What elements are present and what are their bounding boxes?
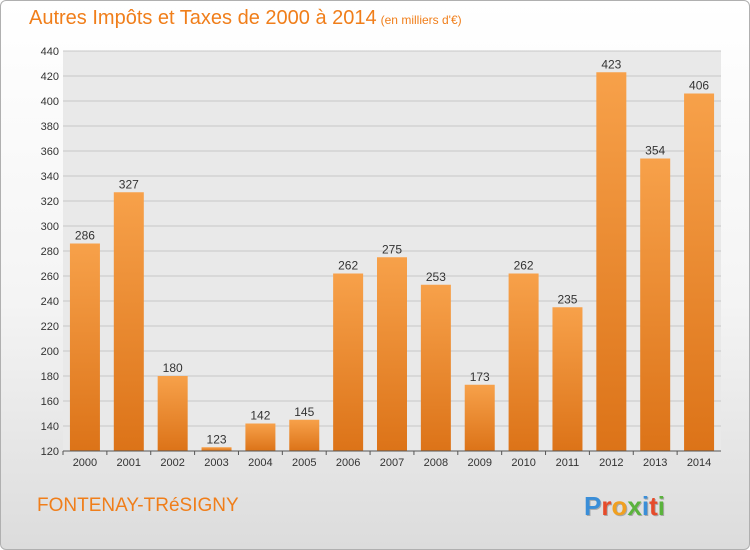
chart-title: Autres Impôts et Taxes de 2000 à 2014 (en… [29,7,462,30]
logo-letter: x [627,491,642,521]
x-tick-label-2002: 2002 [160,457,184,469]
x-tick-label-2012: 2012 [599,457,623,469]
logo-letter: t [649,491,658,521]
y-tick-label: 420 [41,71,59,83]
y-tick-label: 320 [41,196,59,208]
y-tick-label: 340 [41,171,59,183]
bar-2004 [245,423,276,451]
logo-letter: o [611,491,628,521]
chart-title-text: Autres Impôts et Taxes de 2000 à 2014 [29,7,377,29]
value-label-2012: 423 [601,57,621,71]
logo-letter: P [584,491,602,521]
value-label-2011: 235 [557,292,577,306]
y-tick-label: 360 [41,146,59,158]
proxiti-logo: Proxiti [584,491,665,522]
x-tick-label-2011: 2011 [556,457,580,469]
y-tick-label: 300 [41,221,59,233]
x-tick-label-2008: 2008 [424,457,448,469]
x-tick-label-2009: 2009 [467,457,491,469]
value-label-2013: 354 [645,144,665,158]
y-tick-label: 160 [41,396,59,408]
x-tick-label-2005: 2005 [292,457,316,469]
logo-letter: r [601,491,612,521]
x-tick-labels: 2000 2001 2002 2003 2004 2005 2006 2007 2008 2009… [62,451,711,469]
x-tick-label-2003: 2003 [204,457,228,469]
bar-2008 [420,284,451,451]
value-label-2009: 173 [470,370,490,384]
bar-2000 [69,243,100,451]
bar-2007 [377,257,407,451]
value-label-2000: 286 [75,229,95,243]
value-label-2002: 180 [163,361,183,375]
logo-letter: i [657,491,665,521]
y-tick-label: 140 [41,421,59,433]
value-label-2007: 275 [382,242,402,256]
value-label-2001: 327 [119,177,139,191]
y-tick-label: 240 [41,296,59,308]
bar-2014 [684,93,715,451]
y-tick-label: 220 [41,321,59,333]
y-tick-labels: 120 140 160 180 200 220 240 260 280 300 320 340 360 3… [41,46,59,458]
value-label-2014: 406 [689,79,709,93]
bar-2012 [596,72,627,451]
value-labels: 286 327 180 123 142 145 262 275 253 173 262 235 423 3… [75,57,709,446]
bar-2013 [640,158,671,451]
value-label-2005: 145 [294,405,314,419]
bar-2005 [289,419,320,451]
bars [69,72,715,451]
x-tick-label-2006: 2006 [336,457,360,469]
value-label-2003: 123 [207,432,227,446]
logo-letter: i [641,491,650,521]
bar-2006 [333,273,364,451]
bar-2002 [157,376,188,451]
bar-2003 [201,447,232,451]
y-tick-label: 120 [41,446,59,458]
chart-subtitle: (en milliers d'€) [380,13,462,27]
bar-2010 [508,273,539,451]
value-label-2006: 262 [338,259,358,273]
bar-2011 [552,307,583,451]
y-tick-label: 200 [41,346,59,358]
x-tick-label-2000: 2000 [73,457,97,469]
x-tick-label-2001: 2001 [117,457,141,469]
y-tick-label: 440 [41,46,59,58]
value-label-2010: 262 [514,259,534,273]
x-tick-label-2007: 2007 [380,457,404,469]
x-tick-label-2013: 2013 [643,457,667,469]
y-tick-label: 380 [41,121,59,133]
y-tick-label: 260 [41,271,59,283]
bar-2009 [464,384,495,451]
y-tick-label: 400 [41,96,59,108]
value-label-2004: 142 [250,409,270,423]
x-tick-label-2010: 2010 [511,457,535,469]
value-label-2008: 253 [426,270,446,284]
commune-name: FONTENAY-TRéSIGNY [37,495,239,516]
x-tick-label-2004: 2004 [248,457,272,469]
x-tick-label-2014: 2014 [687,457,711,469]
y-tick-label: 180 [41,371,59,383]
y-tick-label: 280 [41,246,59,258]
bar-2001 [113,192,144,451]
